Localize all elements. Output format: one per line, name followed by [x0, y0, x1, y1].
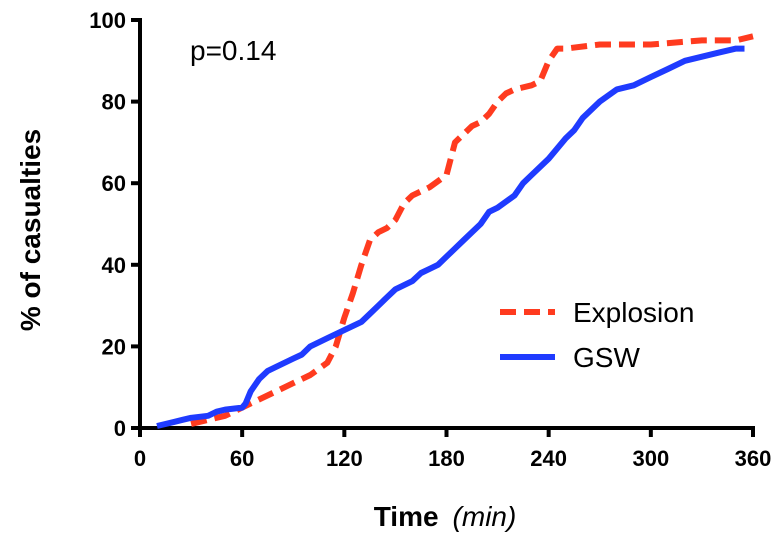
y-axis: 0 20 40 60 80 100 — [89, 8, 142, 441]
y-tick-label: 60 — [102, 171, 126, 196]
series-layer — [156, 33, 754, 429]
x-tick-label: 60 — [230, 446, 254, 471]
series-line-explosion — [190, 33, 754, 427]
y-axis-title: % of casualties — [15, 129, 46, 331]
legend-label-explosion: Explosion — [573, 297, 694, 328]
y-tick-label: 20 — [102, 334, 126, 359]
x-tick-label: 120 — [326, 446, 363, 471]
y-tick-label: 0 — [114, 416, 126, 441]
x-tick-label: 180 — [428, 446, 465, 471]
legend-label-gsw: GSW — [573, 342, 640, 373]
x-axis: 0 60 120 180 240 300 360 — [134, 426, 772, 471]
legend: Explosion GSW — [500, 297, 694, 373]
x-tick-label: 360 — [735, 446, 772, 471]
x-axis-unit: (min) — [453, 501, 517, 532]
y-tick-label: 100 — [89, 8, 126, 33]
y-tick-label: 40 — [102, 253, 126, 278]
x-axis-title-text: Time — [374, 501, 439, 532]
y-tick-label: 80 — [102, 90, 126, 115]
p-value-annotation: p=0.14 — [190, 35, 276, 66]
x-tick-label: 300 — [632, 446, 669, 471]
x-axis-title: Time (min) — [374, 501, 517, 532]
x-tick-label: 0 — [134, 446, 146, 471]
series-line-gsw — [156, 45, 745, 429]
x-tick-label: 240 — [530, 446, 567, 471]
